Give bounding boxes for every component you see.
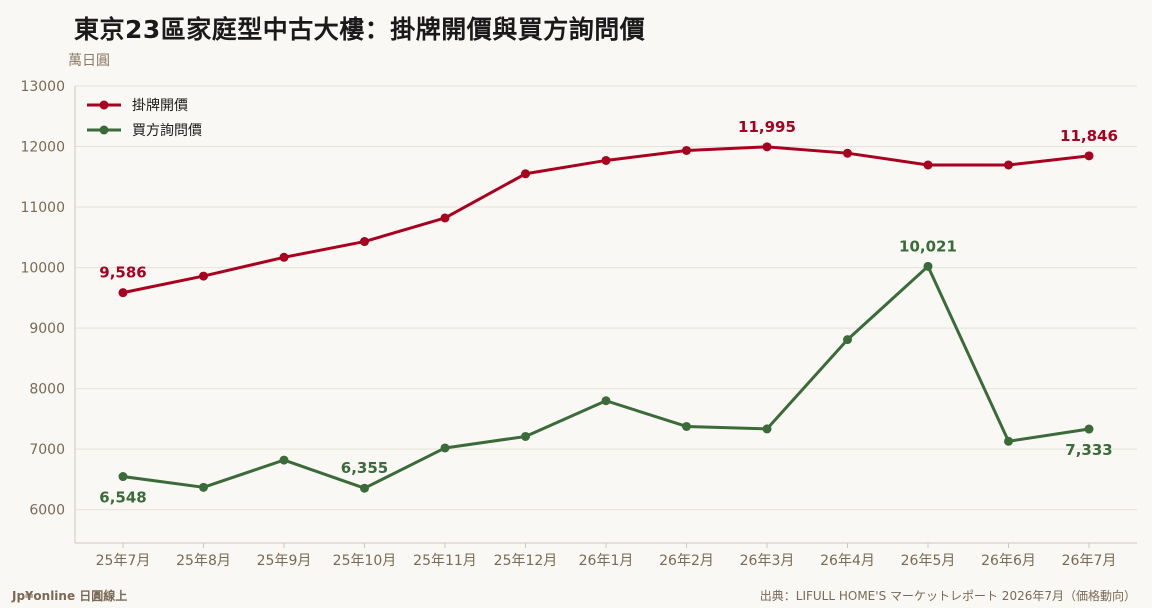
brand-footer: Jp¥online 日圓線上: [12, 589, 128, 603]
inquiry-price-point: [1004, 436, 1013, 446]
data-label: 6,355: [341, 459, 388, 477]
x-tick-label: 25年9月: [257, 553, 312, 569]
listing-price-point: [762, 142, 772, 152]
inquiry-price-point: [601, 396, 611, 406]
legend-label: 掛牌開價: [132, 97, 188, 114]
inquiry-price-point: [923, 261, 933, 271]
listing-price-point: [1004, 160, 1013, 170]
listing-price-point: [199, 271, 208, 281]
chart-title: 東京23區家庭型中古大樓：掛牌開價與買方詢問價: [74, 15, 646, 44]
inquiry-price-point: [118, 472, 128, 482]
listing-price-point: [1084, 151, 1094, 161]
x-tick-label: 25年7月: [96, 553, 151, 569]
inquiry-price-point: [360, 483, 369, 493]
listing-price-point: [682, 145, 691, 155]
inquiry-price-point: [440, 443, 450, 453]
data-label: 11,846: [1060, 127, 1118, 145]
listing-price-line: [122, 145, 1090, 295]
legend-label: 買方詢問價: [132, 122, 202, 139]
listing-price-point: [843, 148, 852, 158]
x-tick-label: 26年6月: [981, 553, 1036, 569]
listing-price-point: [279, 252, 289, 262]
x-tick-label: 25年12月: [494, 553, 558, 569]
listing-price-point: [118, 288, 128, 298]
y-tick-label: 11000: [20, 200, 65, 216]
y-unit-label: 萬日圓: [68, 53, 110, 69]
listing-price-point: [440, 213, 450, 223]
data-label: 7,333: [1065, 441, 1112, 459]
x-tick-label: 26年1月: [579, 553, 634, 569]
y-tick-label: 12000: [20, 140, 65, 156]
inquiry-price-point: [762, 424, 772, 434]
listing-price-point: [601, 155, 611, 165]
y-tick-label: 10000: [20, 261, 65, 277]
listing-price-point: [923, 160, 933, 170]
inquiry-price-point: [843, 335, 852, 345]
inquiry-price-line: [122, 264, 1090, 490]
x-tick-label: 26年5月: [901, 553, 956, 569]
x-tick-label: 26年7月: [1062, 553, 1117, 569]
listing-price-point: [360, 237, 369, 247]
source-footer: 出典：LIFULL HOME'S マーケットレポート 2026年7月（価格動向）: [759, 589, 1136, 603]
inquiry-price-point: [1084, 424, 1094, 434]
y-tick-label: 6000: [29, 503, 65, 519]
y-tick-label: 8000: [29, 382, 65, 398]
data-label: 10,021: [899, 237, 957, 255]
x-tick-label: 26年2月: [659, 553, 714, 569]
data-label: 9,586: [99, 264, 146, 282]
legend-marker: [99, 125, 109, 135]
line-chart: 6000 7000 8000 9000 10000 11000 12000 13000 25年7…: [20, 79, 1137, 569]
x-tick-label: 26年3月: [740, 553, 795, 569]
data-label: 6,548: [99, 489, 146, 507]
data-label: 11,995: [738, 118, 796, 136]
inquiry-price-point: [199, 482, 208, 492]
x-tick-label: 25年10月: [333, 553, 397, 569]
y-tick-label: 13000: [20, 79, 65, 95]
inquiry-price-point: [279, 455, 289, 465]
x-tick-label: 25年11月: [413, 553, 477, 569]
x-tick-label: 26年4月: [820, 553, 875, 569]
listing-price-point: [521, 169, 530, 179]
y-tick-label: 7000: [29, 442, 65, 458]
legend-marker: [99, 100, 109, 110]
inquiry-price-point: [521, 431, 530, 441]
inquiry-price-point: [682, 421, 691, 431]
y-tick-label: 9000: [29, 321, 65, 337]
x-tick-label: 25年8月: [176, 553, 231, 569]
